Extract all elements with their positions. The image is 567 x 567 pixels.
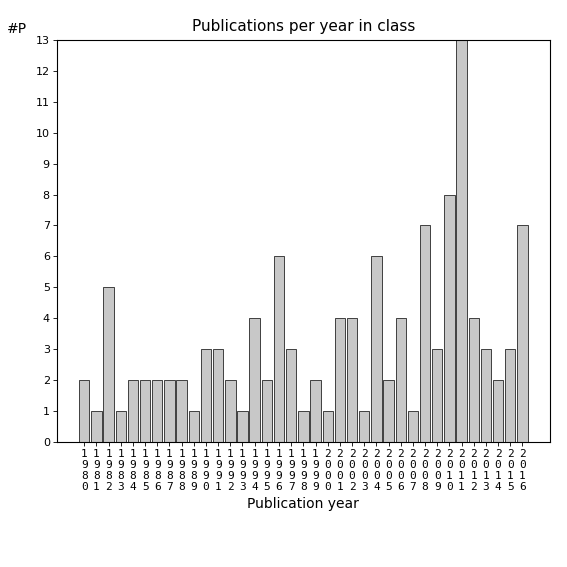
Bar: [128, 380, 138, 442]
Bar: [383, 380, 393, 442]
Bar: [432, 349, 442, 442]
Bar: [310, 380, 321, 442]
Title: Publications per year in class: Publications per year in class: [192, 19, 415, 35]
Bar: [103, 287, 114, 442]
Bar: [176, 380, 187, 442]
Y-axis label: #P: #P: [7, 22, 27, 36]
Bar: [408, 411, 418, 442]
X-axis label: Publication year: Publication year: [247, 497, 359, 511]
Bar: [213, 349, 223, 442]
Bar: [201, 349, 211, 442]
Bar: [140, 380, 150, 442]
Bar: [444, 194, 455, 442]
Bar: [323, 411, 333, 442]
Bar: [517, 226, 527, 442]
Bar: [335, 319, 345, 442]
Bar: [261, 380, 272, 442]
Bar: [456, 40, 467, 442]
Bar: [164, 380, 175, 442]
Bar: [116, 411, 126, 442]
Bar: [481, 349, 491, 442]
Bar: [493, 380, 503, 442]
Bar: [189, 411, 199, 442]
Bar: [286, 349, 297, 442]
Bar: [274, 256, 284, 442]
Bar: [359, 411, 369, 442]
Bar: [371, 256, 382, 442]
Bar: [152, 380, 163, 442]
Bar: [238, 411, 248, 442]
Bar: [396, 319, 406, 442]
Bar: [505, 349, 515, 442]
Bar: [420, 226, 430, 442]
Bar: [347, 319, 357, 442]
Bar: [249, 319, 260, 442]
Bar: [79, 380, 90, 442]
Bar: [225, 380, 235, 442]
Bar: [298, 411, 308, 442]
Bar: [468, 319, 479, 442]
Bar: [91, 411, 101, 442]
